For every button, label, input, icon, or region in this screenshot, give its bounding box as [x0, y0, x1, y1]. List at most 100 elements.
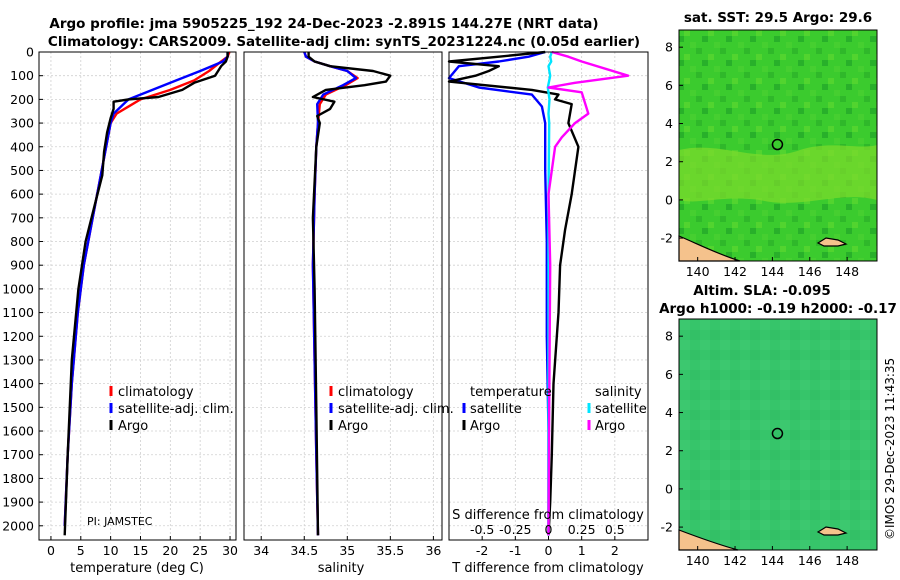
salinity-xticks: 34 34.5 35 35.5 36 [253, 536, 441, 558]
ytick-label: 1800 [2, 471, 34, 486]
ytick-label: 1500 [2, 400, 34, 415]
xtick-label: 34.5 [290, 543, 318, 558]
ytick-label: 1200 [2, 329, 34, 344]
xtick-label: 0 [47, 543, 55, 558]
salinity-difference-label: S difference from climatology [452, 508, 644, 523]
temperature-xticks: 0 5 10 15 20 25 30 [47, 536, 238, 558]
x2tick-label: 0.25 [568, 522, 596, 537]
sst-island [816, 237, 848, 247]
depth-yticks: 0 100 200 300 400 500 600 700 800 900 1000 1100 1200… [2, 45, 43, 533]
ytick-label: 1400 [2, 376, 34, 391]
figure-title-line2: Climatology: CARS2009. Satellite-adj cli… [48, 34, 640, 50]
map-ytick-label: 0 [665, 481, 673, 496]
series-satellite-adj-clim- [63, 52, 229, 526]
map-xtick-label: 146 [798, 553, 822, 568]
ytick-label: 2000 [2, 518, 34, 533]
salinity-series [303, 51, 392, 536]
xtick-label: -1 [509, 543, 521, 558]
legend-title-temperature: temperature [470, 385, 552, 400]
x2tick-label: 0.5 [605, 522, 625, 537]
map-xtick-label: 140 [686, 553, 710, 568]
sla-yticks: 8 6 4 2 0 -2 [661, 329, 683, 535]
difference-legend-salinity: salinity satellite Argo [587, 385, 647, 434]
difference-panel: -2 -1 0 1 2 -0.5 -0.25 0 0.25 0.5 S difference f… [447, 50, 649, 576]
map-ytick-label: 6 [665, 367, 673, 382]
map-ytick-label: 0 [665, 192, 673, 207]
sla-island [816, 526, 848, 536]
sla-map: Altim. SLA: -0.095 Argo h1000: -0.19 h20… [659, 283, 897, 568]
series-argo [63, 52, 229, 536]
map-xtick-label: 144 [760, 553, 784, 568]
map-xtick-label: 146 [798, 264, 822, 279]
xtick-label: 0 [545, 543, 553, 558]
series-satellite-adj-clim- [303, 51, 358, 536]
map-xtick-label: 142 [723, 264, 747, 279]
legend-label-argo: Argo [338, 419, 368, 434]
map-ytick-label: 8 [665, 329, 673, 344]
temperature-axes-box [38, 51, 237, 541]
map-ytick-label: 2 [665, 443, 673, 458]
xtick-label: 1 [578, 543, 586, 558]
xtick-label: 36 [425, 543, 441, 558]
ytick-label: 200 [10, 92, 34, 107]
series-t-satellite [447, 50, 550, 536]
legend-label-t-argo: Argo [470, 419, 500, 434]
sst-xticks: 140 142 144 146 148 [686, 257, 859, 279]
temperature-difference-xlabel: T difference from climatology [451, 561, 644, 576]
imos-timestamp: ©IMOS 29-Dec-2023 11:43:35 [883, 358, 897, 540]
sla-argo-marker [771, 427, 784, 440]
sla-field [679, 319, 877, 550]
series-s-argo [547, 50, 630, 536]
map-ytick-label: 6 [665, 78, 673, 93]
sst-warm-band [679, 145, 877, 203]
xtick-label: 34 [253, 543, 269, 558]
legend-label-s-argo: Argo [595, 419, 625, 434]
xtick-label: 25 [192, 543, 208, 558]
legend-label-satellite-adj: satellite-adj. clim. [118, 402, 234, 417]
map-ytick-label: 4 [665, 405, 673, 420]
series-t-argo [447, 50, 580, 536]
legend-label-s-satellite: satellite [595, 402, 647, 417]
map-xtick-label: 142 [723, 553, 747, 568]
x2tick-label: 0 [545, 522, 553, 537]
temperature-panel: 0 5 10 15 20 25 30 0 100 200 300 400 500 600 700 800 90… [2, 45, 238, 577]
sst-map: sat. SST: 29.5 Argo: 29.6 140 142 144 146 14… [661, 10, 878, 279]
temperature-series [63, 51, 231, 536]
legend-label-climatology: climatology [118, 385, 194, 400]
legend-label-climatology: climatology [338, 385, 414, 400]
sst-field [679, 30, 877, 261]
ytick-label: 300 [10, 116, 34, 131]
ytick-label: 900 [10, 258, 34, 273]
map-xtick-label: 140 [686, 264, 710, 279]
map-ytick-label: 4 [665, 116, 673, 131]
ytick-label: 600 [10, 187, 34, 202]
temperature-legend: climatology satellite-adj. clim. Argo [109, 385, 234, 434]
legend-label-argo: Argo [118, 419, 148, 434]
map-ytick-label: 2 [665, 154, 673, 169]
ytick-label: 800 [10, 234, 34, 249]
map-ytick-label: -2 [661, 231, 673, 246]
sla-map-title: Altim. SLA: -0.095 [693, 283, 830, 299]
map-xtick-label: 148 [835, 264, 859, 279]
xtick-label: 30 [222, 543, 238, 558]
x2tick-label: -0.5 [470, 522, 494, 537]
sst-map-title: sat. SST: 29.5 Argo: 29.6 [684, 10, 872, 26]
sla-map-subtitle: Argo h1000: -0.19 h2000: -0.17 [659, 301, 897, 317]
xtick-label: 35.5 [376, 543, 404, 558]
salinity-xlabel: salinity [318, 561, 365, 576]
x2tick-label: -0.25 [499, 522, 531, 537]
ytick-label: 1700 [2, 447, 34, 462]
sla-map-frame [678, 318, 878, 551]
ytick-label: 400 [10, 139, 34, 154]
salinity-difference-xticks: -0.5 -0.25 0 0.25 0.5 [470, 522, 625, 537]
salinity-legend: climatology satellite-adj. clim. Argo [329, 385, 454, 434]
map-ytick-label: -2 [661, 520, 673, 535]
ytick-label: 0 [26, 45, 34, 60]
salinity-grid [244, 51, 442, 540]
ytick-label: 1300 [2, 352, 34, 367]
series-argo [307, 52, 392, 536]
sla-xticks: 140 142 144 146 148 [686, 546, 859, 568]
map-xtick-label: 148 [835, 553, 859, 568]
xtick-label: 10 [103, 543, 119, 558]
